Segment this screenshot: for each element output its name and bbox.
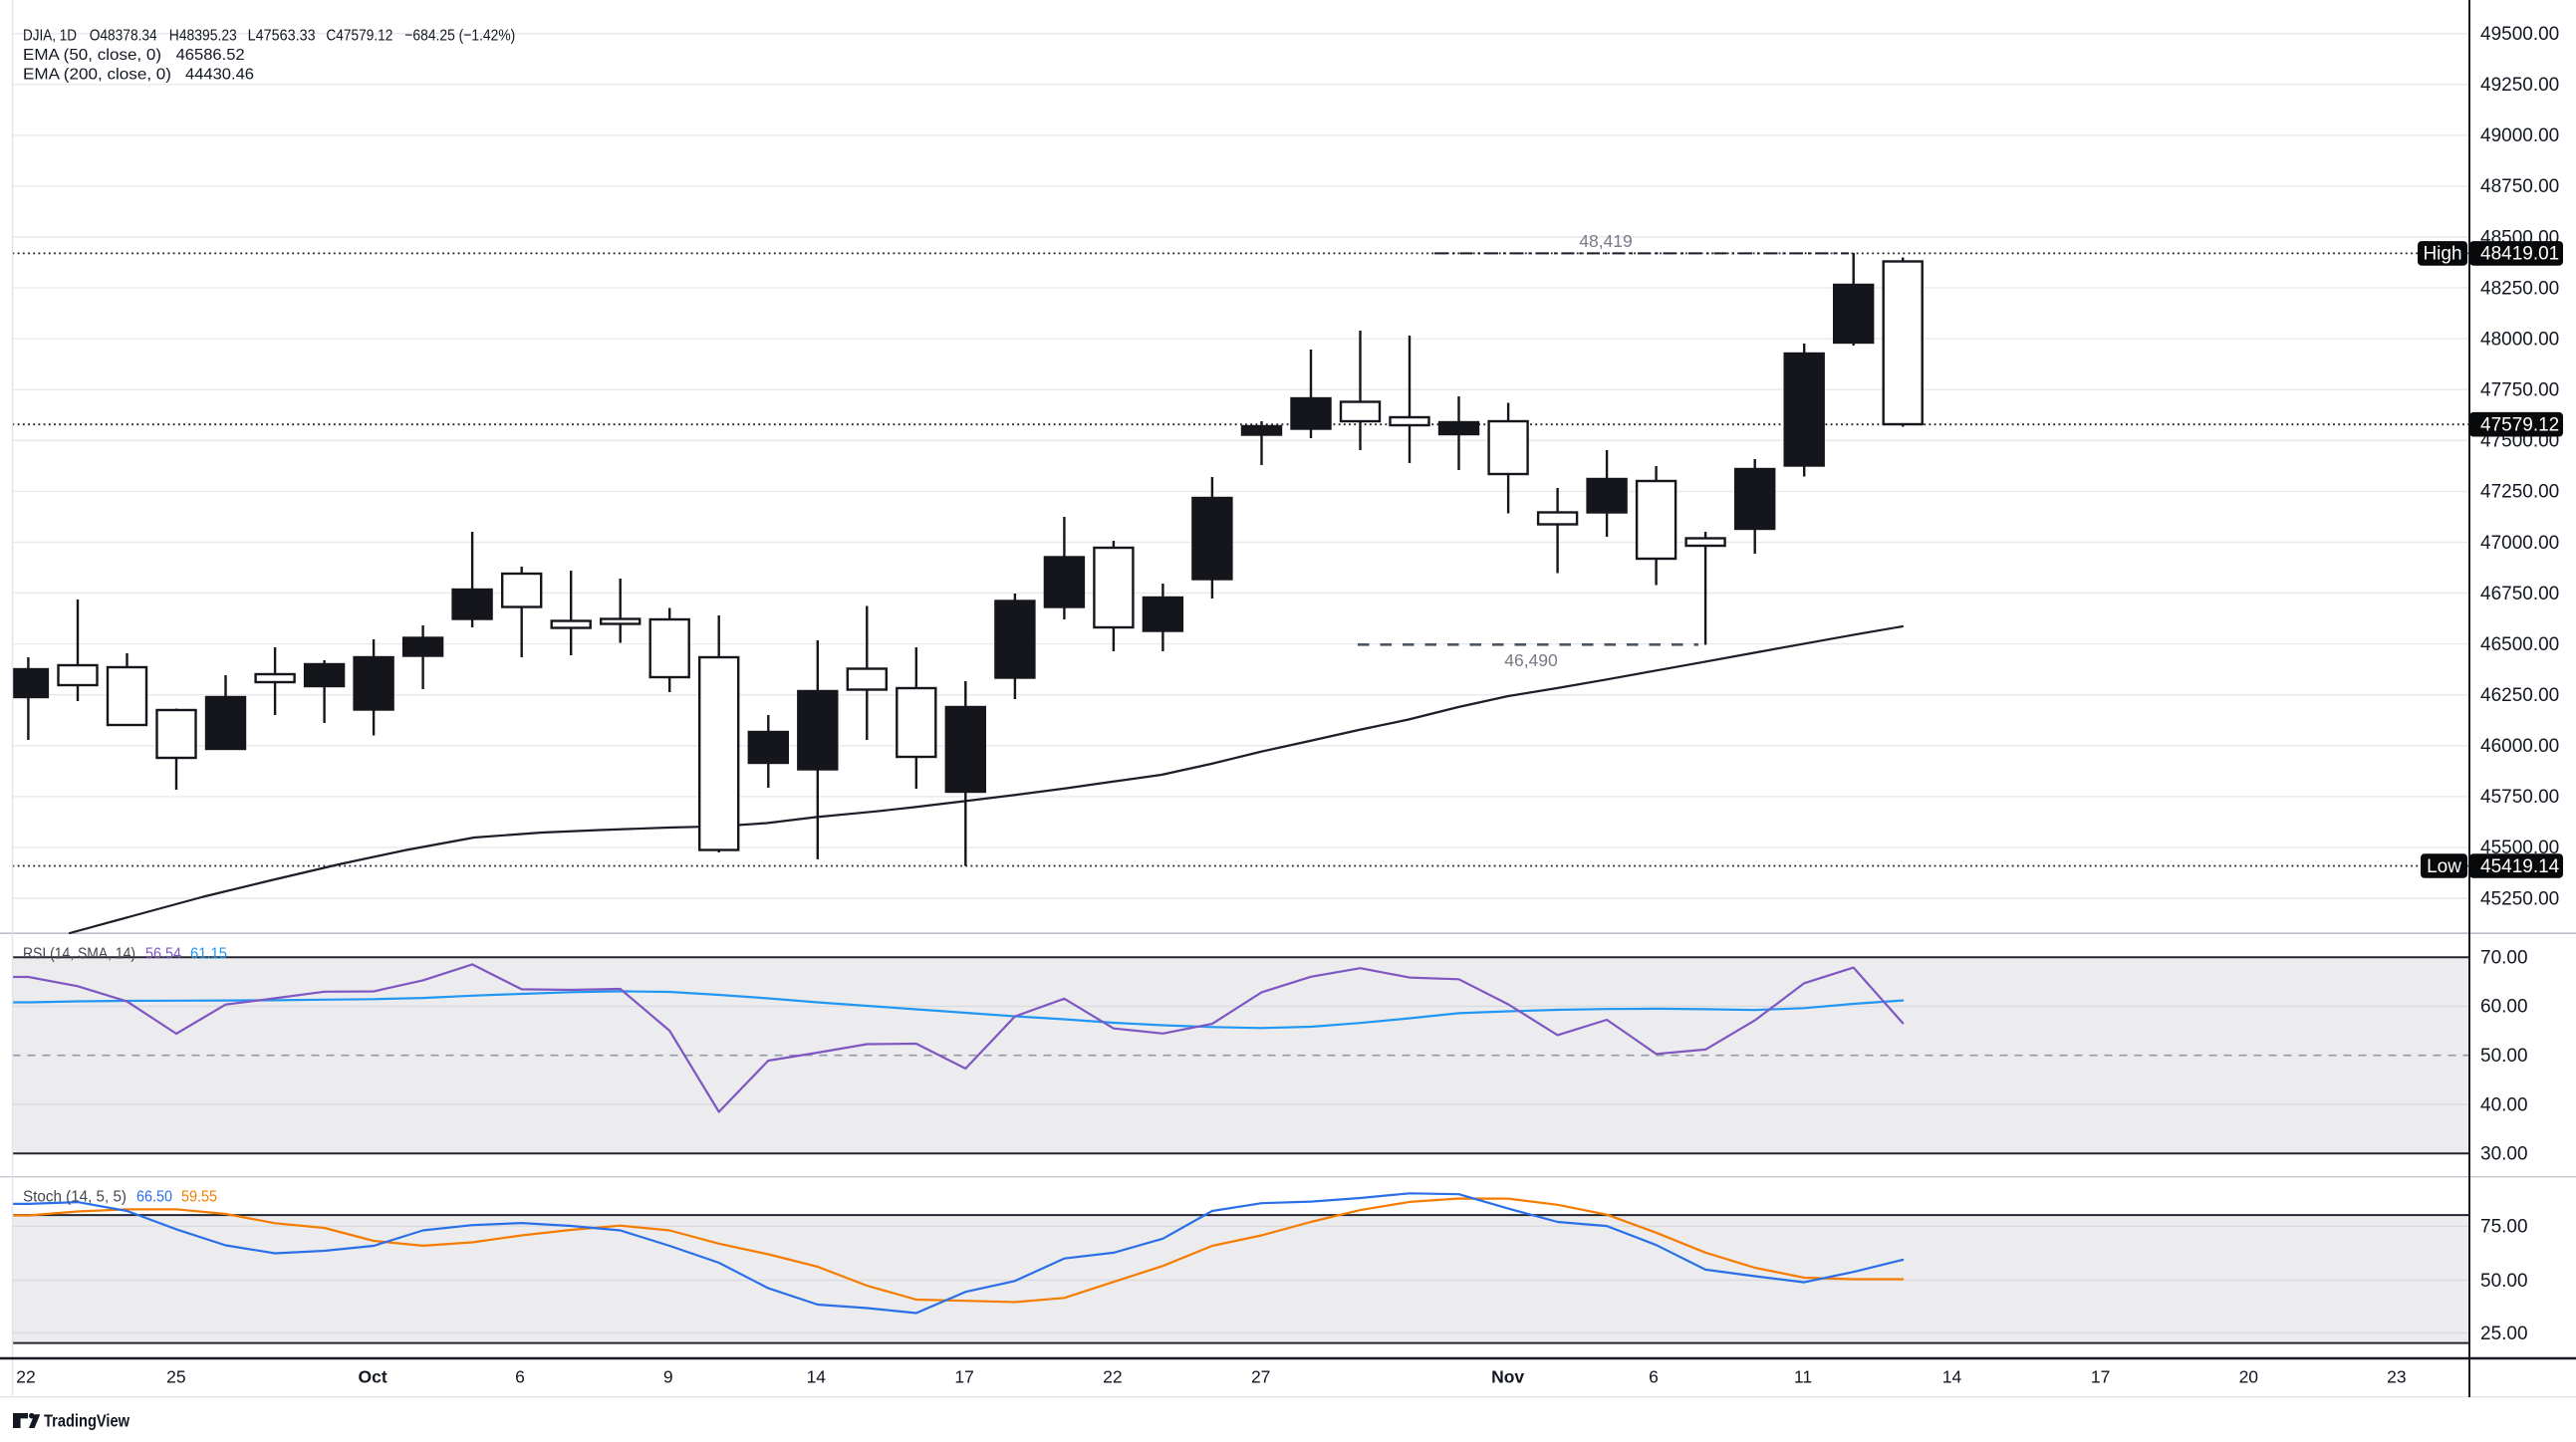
svg-text:Nov: Nov (1491, 1367, 1524, 1387)
svg-text:22: 22 (16, 1367, 35, 1387)
svg-text:49000.00: 49000.00 (2480, 125, 2559, 146)
svg-text:6: 6 (515, 1367, 525, 1387)
svg-text:Oct: Oct (359, 1367, 387, 1387)
svg-text:20: 20 (2239, 1367, 2259, 1387)
svg-text:49500.00: 49500.00 (2480, 24, 2559, 45)
svg-text:23: 23 (2387, 1367, 2406, 1387)
svg-text:61.15: 61.15 (190, 946, 227, 963)
svg-text:EMA (50, close, 0): EMA (50, close, 0) (23, 47, 161, 64)
svg-text:DJIA, 1D: DJIA, 1D (23, 27, 77, 44)
svg-text:66.50: 66.50 (136, 1189, 172, 1206)
svg-text:22: 22 (1103, 1367, 1122, 1387)
svg-text:48750.00: 48750.00 (2480, 176, 2559, 197)
svg-text:Stoch (14, 5, 5): Stoch (14, 5, 5) (23, 1189, 127, 1206)
svg-text:C47579.12: C47579.12 (326, 27, 392, 44)
svg-text:75.00: 75.00 (2480, 1217, 2528, 1238)
svg-text:60.00: 60.00 (2480, 997, 2528, 1018)
svg-text:50.00: 50.00 (2480, 1046, 2528, 1067)
svg-text:48,419: 48,419 (1579, 231, 1633, 251)
svg-text:H48395.23: H48395.23 (169, 27, 237, 44)
svg-text:45500.00: 45500.00 (2480, 838, 2559, 858)
svg-text:9: 9 (663, 1367, 673, 1387)
svg-text:47250.00: 47250.00 (2480, 482, 2559, 503)
svg-text:EMA (200, close, 0): EMA (200, close, 0) (23, 66, 171, 83)
svg-text:49250.00: 49250.00 (2480, 75, 2559, 96)
svg-text:14: 14 (1942, 1367, 1962, 1387)
svg-text:Low: Low (2427, 856, 2461, 877)
svg-text:25.00: 25.00 (2480, 1323, 2528, 1344)
svg-text:17: 17 (2091, 1367, 2110, 1387)
svg-text:O48378.34: O48378.34 (90, 27, 157, 44)
svg-text:17: 17 (954, 1367, 973, 1387)
svg-text:50.00: 50.00 (2480, 1271, 2528, 1292)
svg-text:48250.00: 48250.00 (2480, 278, 2559, 299)
svg-text:48000.00: 48000.00 (2480, 330, 2559, 351)
svg-text:45750.00: 45750.00 (2480, 787, 2559, 808)
svg-text:44430.46: 44430.46 (185, 66, 254, 83)
svg-text:45419.14: 45419.14 (2480, 856, 2560, 877)
svg-text:14: 14 (807, 1367, 827, 1387)
svg-text:46500.00: 46500.00 (2480, 634, 2559, 655)
svg-text:46750.00: 46750.00 (2480, 584, 2559, 604)
svg-text:27: 27 (1251, 1367, 1270, 1387)
svg-text:70.00: 70.00 (2480, 948, 2528, 969)
svg-text:L47563.33: L47563.33 (248, 27, 316, 44)
svg-text:40.00: 40.00 (2480, 1094, 2528, 1115)
svg-text:30.00: 30.00 (2480, 1144, 2528, 1165)
svg-text:46,490: 46,490 (1504, 650, 1558, 670)
svg-text:High: High (2423, 244, 2461, 265)
svg-text:45250.00: 45250.00 (2480, 888, 2559, 909)
svg-text:25: 25 (166, 1367, 185, 1387)
svg-text:RSI (14, SMA, 14): RSI (14, SMA, 14) (23, 946, 135, 963)
svg-text:59.55: 59.55 (181, 1189, 217, 1206)
svg-text:47579.12: 47579.12 (2480, 415, 2559, 436)
svg-text:11: 11 (1794, 1367, 1812, 1387)
svg-text:−684.25 (−1.42%): −684.25 (−1.42%) (404, 27, 515, 44)
svg-text:47750.00: 47750.00 (2480, 380, 2559, 401)
svg-text:56.54: 56.54 (145, 946, 181, 963)
svg-text:46586.52: 46586.52 (176, 47, 245, 64)
svg-text:46250.00: 46250.00 (2480, 685, 2559, 706)
svg-text:46000.00: 46000.00 (2480, 736, 2559, 757)
svg-text:TradingView: TradingView (44, 1411, 129, 1431)
svg-text:6: 6 (1649, 1367, 1659, 1387)
svg-text:48419.01: 48419.01 (2480, 244, 2559, 265)
svg-text:47000.00: 47000.00 (2480, 533, 2559, 554)
